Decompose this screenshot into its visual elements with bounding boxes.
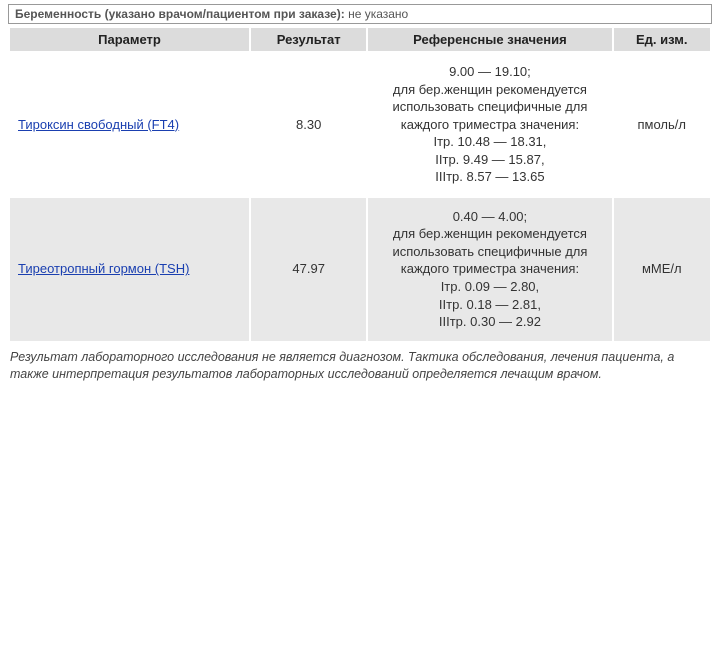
cell-reference: 0.40 — 4.00;для бер.женщин рекомендуется… (368, 198, 611, 341)
parameter-link-ft4[interactable]: Тироксин свободный (FT4) (18, 117, 179, 132)
table-row: Тиреотропный гормон (TSH) 47.97 0.40 — 4… (10, 198, 710, 341)
cell-parameter: Тироксин свободный (FT4) (10, 53, 249, 196)
pregnancy-label: Беременность (указано врачом/пациентом п… (15, 7, 345, 21)
pregnancy-value: не указано (348, 7, 408, 21)
header-reference: Референсные значения (368, 28, 611, 51)
lab-results-table: Параметр Результат Референсные значения … (8, 26, 712, 343)
table-header-row: Параметр Результат Референсные значения … (10, 28, 710, 51)
cell-unit: пмоль/л (614, 53, 710, 196)
header-parameter: Параметр (10, 28, 249, 51)
cell-result: 47.97 (251, 198, 366, 341)
cell-result: 8.30 (251, 53, 366, 196)
header-unit: Ед. изм. (614, 28, 710, 51)
table-row: Тироксин свободный (FT4) 8.30 9.00 — 19.… (10, 53, 710, 196)
header-result: Результат (251, 28, 366, 51)
cell-unit: мМЕ/л (614, 198, 710, 341)
parameter-link-tsh[interactable]: Тиреотропный гормон (TSH) (18, 261, 189, 276)
pregnancy-box: Беременность (указано врачом/пациентом п… (8, 4, 712, 24)
cell-parameter: Тиреотропный гормон (TSH) (10, 198, 249, 341)
cell-reference: 9.00 — 19.10;для бер.женщин рекомендуетс… (368, 53, 611, 196)
disclaimer-text: Результат лабораторного исследования не … (10, 349, 710, 383)
